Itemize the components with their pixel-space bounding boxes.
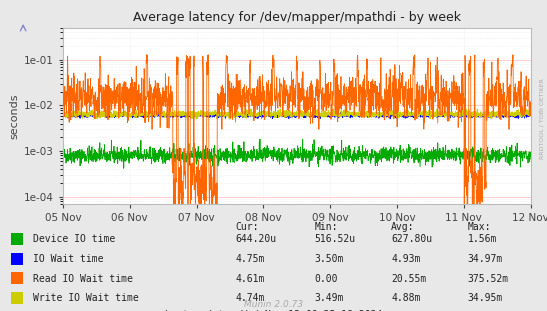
Text: 0.00: 0.00 (315, 274, 338, 284)
Text: 20.55m: 20.55m (391, 274, 426, 284)
Text: Read IO Wait time: Read IO Wait time (33, 274, 133, 284)
Text: 4.93m: 4.93m (391, 254, 421, 264)
Text: 3.49m: 3.49m (315, 293, 344, 303)
Text: Max:: Max: (468, 222, 491, 232)
Text: 1.56m: 1.56m (468, 234, 497, 244)
Text: 644.20u: 644.20u (235, 234, 276, 244)
Text: Cur:: Cur: (235, 222, 259, 232)
Text: 375.52m: 375.52m (468, 274, 509, 284)
Text: 516.52u: 516.52u (315, 234, 356, 244)
Y-axis label: seconds: seconds (10, 93, 20, 139)
Text: Avg:: Avg: (391, 222, 415, 232)
Text: IO Wait time: IO Wait time (33, 254, 103, 264)
Text: 34.97m: 34.97m (468, 254, 503, 264)
Text: Min:: Min: (315, 222, 338, 232)
Title: Average latency for /dev/mapper/mpathdi - by week: Average latency for /dev/mapper/mpathdi … (133, 11, 461, 24)
Text: Write IO Wait time: Write IO Wait time (33, 293, 138, 303)
Text: 4.61m: 4.61m (235, 274, 265, 284)
Text: Device IO time: Device IO time (33, 234, 115, 244)
Text: 4.75m: 4.75m (235, 254, 265, 264)
Text: 3.50m: 3.50m (315, 254, 344, 264)
Text: Last update: Wed Nov 13 09:35:18 2024: Last update: Wed Nov 13 09:35:18 2024 (165, 310, 382, 311)
Text: Munin 2.0.73: Munin 2.0.73 (244, 299, 303, 309)
Text: 627.80u: 627.80u (391, 234, 432, 244)
Text: 34.95m: 34.95m (468, 293, 503, 303)
Text: RRDTOOL / TOBI OETIKER: RRDTOOL / TOBI OETIKER (539, 78, 544, 159)
Text: 4.74m: 4.74m (235, 293, 265, 303)
Text: 4.88m: 4.88m (391, 293, 421, 303)
